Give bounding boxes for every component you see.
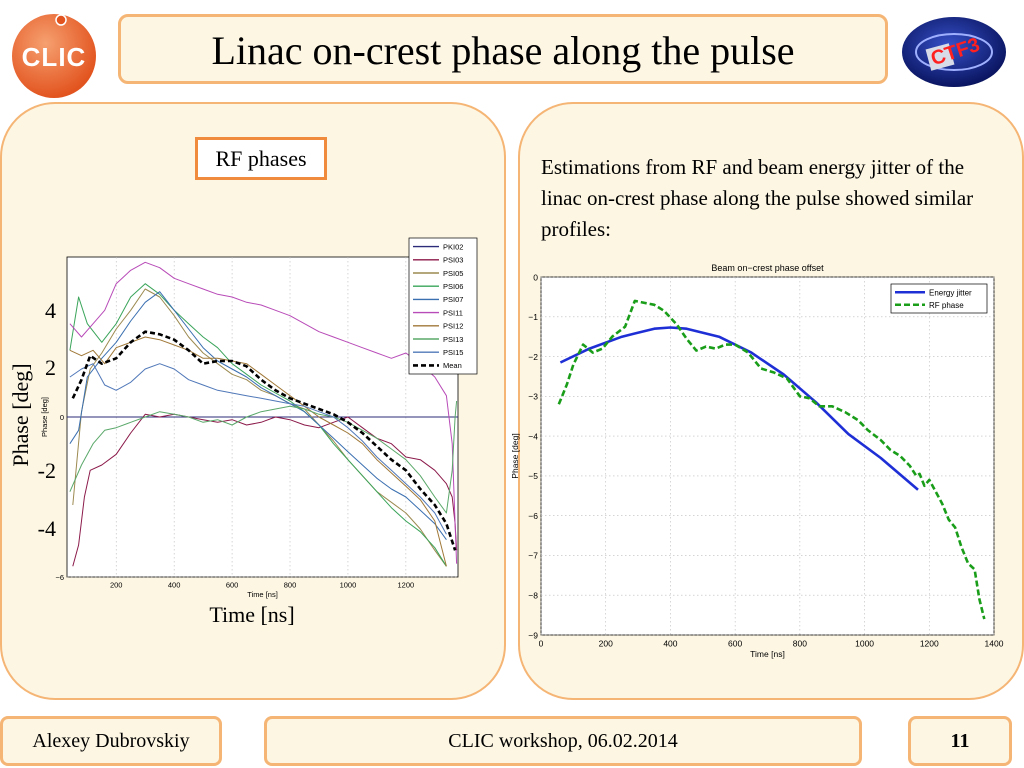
legend-box [408,237,478,375]
plot-area [540,276,995,636]
ctf3-logo: CTF3 [902,17,1006,87]
y-tick-label: −5 [528,471,538,481]
y-tick-label: 0 [60,413,64,422]
beam-phase-offset-chart: 0 200 400 600 800 1000 1200 1400 0 −1 −2 −3 −4 −5 −6 −7… [510,263,1004,659]
big-y-tick-label: -4 [38,516,56,541]
description-text: Estimations from RF and beam energy jitt… [541,155,974,241]
y-tick-label: −3 [528,392,538,402]
x-tick-label: 200 [599,639,613,649]
y-axis-label: Phase [deg] [510,433,520,478]
chart-title: Beam on−crest phase offset [711,263,824,273]
series-line-psi07 [69,291,447,540]
legend-label: RF phase [929,301,964,310]
y-tick-label: −7 [528,551,538,561]
x-tick-label: 1000 [340,581,357,590]
y-tick-label: −2 [528,352,538,362]
series-line-psi12 [69,336,447,567]
big-y-tick-label: 2 [45,355,56,380]
legend-label: PSI05 [443,269,463,278]
series-line-rf-phase [557,299,986,620]
x-tick-label: 400 [168,581,181,590]
rf-phases-chart: 200 400 600 800 1000 1200 −6 0 Time [ns] Phase [d… [8,237,478,627]
legend-label: PSI12 [443,322,463,331]
y-tick-label: −4 [528,431,538,441]
legend-label: PSI11 [443,308,463,317]
y-tick-label: −6 [55,573,64,582]
y-tick-label: −6 [528,511,538,521]
legend-label: Energy jitter [929,288,972,297]
footer-author: Alexey Dubrovskiy [0,716,222,766]
x-tick-label: 400 [663,639,677,649]
big-y-tick-label: 4 [45,298,56,323]
legend-label: PSI15 [443,348,463,357]
rf-phases-label: RF phases [195,137,327,180]
footer-event: CLIC workshop, 06.02.2014 [264,716,862,766]
y-tick-label: 0 [533,272,538,282]
x-tick-label: 1200 [398,581,415,590]
series-line-mean [71,330,457,551]
x-tick-label: 600 [728,639,742,649]
x-tick-label: 600 [226,581,239,590]
x-tick-label: 1200 [920,639,939,649]
legend-label: PKI02 [443,242,463,251]
series-line-psi03 [72,413,458,567]
legend-label: PSI03 [443,256,463,265]
big-x-axis-label: Time [ns] [209,602,294,627]
legend-label: PSI06 [443,282,463,291]
y-axis-label: Phase [deg] [40,397,49,437]
series-line-energy-jitter [559,326,919,491]
series-line-psi05 [72,288,447,567]
y-tick-label: −8 [528,590,538,600]
clic-logo: CLIC [12,14,96,98]
page-number: 11 [908,716,1012,766]
legend-box [890,283,988,314]
title-box: Linac on-crest phase along the pulse [118,14,888,84]
series-line-psi06 [69,283,447,567]
y-tick-label: −9 [528,630,538,640]
x-axis-label: Time [ns] [247,590,278,599]
big-y-axis-label: Phase [deg] [8,363,33,466]
slide-title: Linac on-crest phase along the pulse [211,28,795,73]
x-tick-label: 1000 [855,639,874,649]
series-line-psi15 [69,363,447,535]
legend-label: PSI07 [443,295,463,304]
x-tick-label: 800 [793,639,807,649]
x-tick-label: 0 [539,639,544,649]
x-tick-label: 200 [110,581,123,590]
y-tick-label: −1 [528,312,538,322]
legend-label: Mean [443,361,462,370]
big-y-tick-label: -2 [38,458,56,483]
x-tick-label: 800 [284,581,297,590]
series-line-psi13 [69,400,458,514]
x-tick-label: 1400 [985,639,1004,649]
x-axis-label: Time [ns] [750,649,785,659]
svg-text:CLIC: CLIC [22,42,87,72]
legend-label: PSI13 [443,335,463,344]
